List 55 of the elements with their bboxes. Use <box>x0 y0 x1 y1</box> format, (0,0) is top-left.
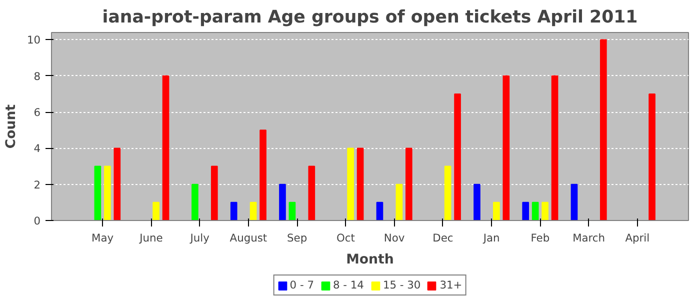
y-tick-label: 2 <box>34 178 40 192</box>
bar <box>152 202 160 220</box>
bar <box>376 202 384 220</box>
bar <box>347 148 354 220</box>
x-tick-label: June <box>138 232 163 244</box>
bar <box>493 202 500 220</box>
bar <box>474 184 480 220</box>
bar <box>444 166 452 220</box>
x-tick-label: Sep <box>287 232 308 244</box>
chart-title: iana-prot-param Age groups of open tickets April 2011 <box>102 8 638 28</box>
bar <box>210 166 218 220</box>
bar <box>114 148 121 220</box>
bar <box>104 166 111 220</box>
x-tick-label: Oct <box>336 232 355 244</box>
y-axis-title: Count <box>4 104 19 149</box>
x-tick-label: Feb <box>530 232 550 244</box>
x-tick-label: May <box>92 232 114 244</box>
bar <box>454 93 461 220</box>
x-tick-label: March <box>572 232 606 244</box>
bar <box>94 166 102 220</box>
x-tick-label: Dec <box>432 232 454 244</box>
legend-label: 15 - 30 <box>382 278 421 292</box>
x-tick-label: Jan <box>482 232 500 244</box>
x-tick-label: Nov <box>384 232 405 244</box>
bar <box>551 75 558 220</box>
bar <box>600 39 607 220</box>
bar <box>230 202 238 220</box>
legend-label: 8 - 14 <box>332 278 364 292</box>
bar <box>260 130 266 220</box>
bar <box>522 202 530 220</box>
y-tick-label: 6 <box>34 106 41 120</box>
x-tick-label: April <box>625 232 650 244</box>
bar <box>162 75 170 220</box>
bar <box>308 166 316 220</box>
legend-label: 0 - 7 <box>290 278 314 292</box>
y-tick-label: 10 <box>26 34 41 47</box>
y-tick-label: 0 <box>34 214 41 228</box>
bar <box>532 202 539 220</box>
y-tick-label: 4 <box>34 142 41 156</box>
bar <box>396 184 403 220</box>
x-axis-title: Month <box>346 252 394 268</box>
bar <box>648 93 656 220</box>
bar <box>192 184 198 220</box>
bar <box>542 202 548 220</box>
legend-label: 31+ <box>440 278 462 292</box>
bar <box>288 202 296 220</box>
x-tick-label: July <box>189 232 210 244</box>
y-tick-label: 8 <box>34 70 41 83</box>
bar <box>250 202 257 220</box>
bar <box>570 184 578 220</box>
bar <box>356 148 364 220</box>
bar <box>502 75 510 220</box>
bar <box>279 184 286 220</box>
bar <box>405 148 412 220</box>
x-tick-label: August <box>230 232 268 244</box>
